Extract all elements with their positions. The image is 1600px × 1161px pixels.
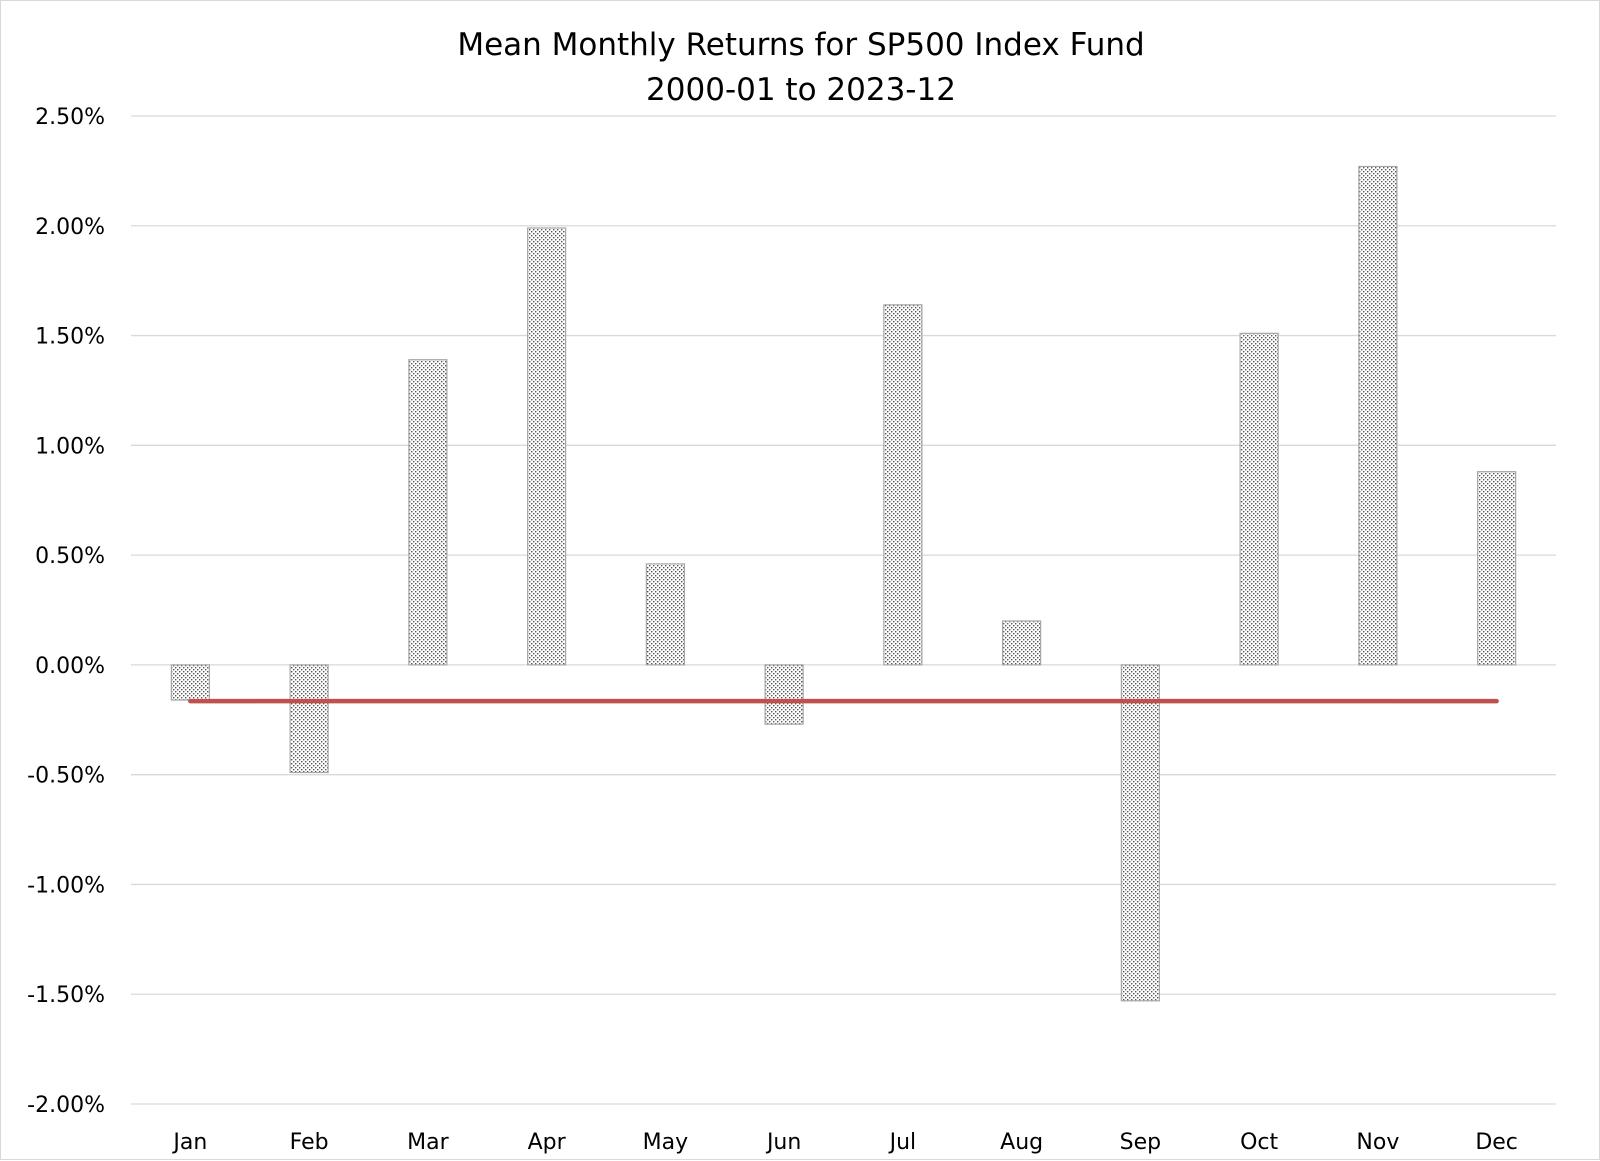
x-tick-label: Sep: [1120, 1130, 1161, 1155]
y-axis-tick-labels: 2.50% 2.00% 1.50% 1.00% 0.50% 0.00% -0.50% -1.0…: [27, 105, 105, 1118]
y-tick-label: 0.50%: [35, 544, 105, 569]
bar-feb: [289, 664, 329, 774]
y-tick-label: -1.00%: [27, 873, 105, 898]
bar-apr: [527, 227, 567, 666]
x-axis-tick-labels: Jan Feb Mar Apr May Jun Jul Aug Sep Oct Nov Dec: [171, 1130, 1518, 1155]
x-tick-label: Nov: [1356, 1130, 1399, 1155]
x-tick-label: May: [643, 1130, 688, 1155]
bar-jun: [764, 664, 804, 725]
x-tick-label: Mar: [407, 1130, 449, 1155]
gridlines: [131, 115, 1556, 1105]
bar-aug: [1002, 620, 1042, 666]
y-tick-label: -2.00%: [27, 1093, 105, 1118]
bar-nov: [1358, 165, 1398, 666]
y-tick-label: 2.00%: [35, 215, 105, 240]
chart-subtitle: 2000-01 to 2023-12: [646, 72, 956, 108]
x-tick-label: Feb: [290, 1130, 329, 1155]
y-tick-label: 0.00%: [35, 654, 105, 679]
bar-jan: [170, 664, 210, 701]
x-tick-label: Jan: [171, 1130, 207, 1155]
x-tick-label: Jun: [765, 1130, 801, 1155]
y-tick-label: 1.50%: [35, 325, 105, 350]
x-tick-label: Dec: [1475, 1130, 1518, 1155]
x-tick-label: Aug: [1000, 1130, 1043, 1155]
x-tick-label: Apr: [528, 1130, 567, 1155]
bar-oct: [1239, 332, 1279, 666]
bar-mar: [408, 359, 448, 666]
bar-sep: [1120, 664, 1160, 1002]
bar-may: [645, 563, 685, 666]
y-tick-label: -1.50%: [27, 983, 105, 1008]
x-tick-label: Jul: [888, 1130, 917, 1155]
bar-jul: [883, 304, 923, 666]
x-tick-label: Oct: [1240, 1130, 1278, 1155]
y-tick-label: -0.50%: [27, 764, 105, 789]
y-tick-label: 2.50%: [35, 105, 105, 130]
bar-dec: [1477, 471, 1517, 666]
chart-title: Mean Monthly Returns for SP500 Index Fun…: [457, 27, 1144, 63]
y-tick-label: 1.00%: [35, 434, 105, 459]
bars: [170, 165, 1517, 1002]
